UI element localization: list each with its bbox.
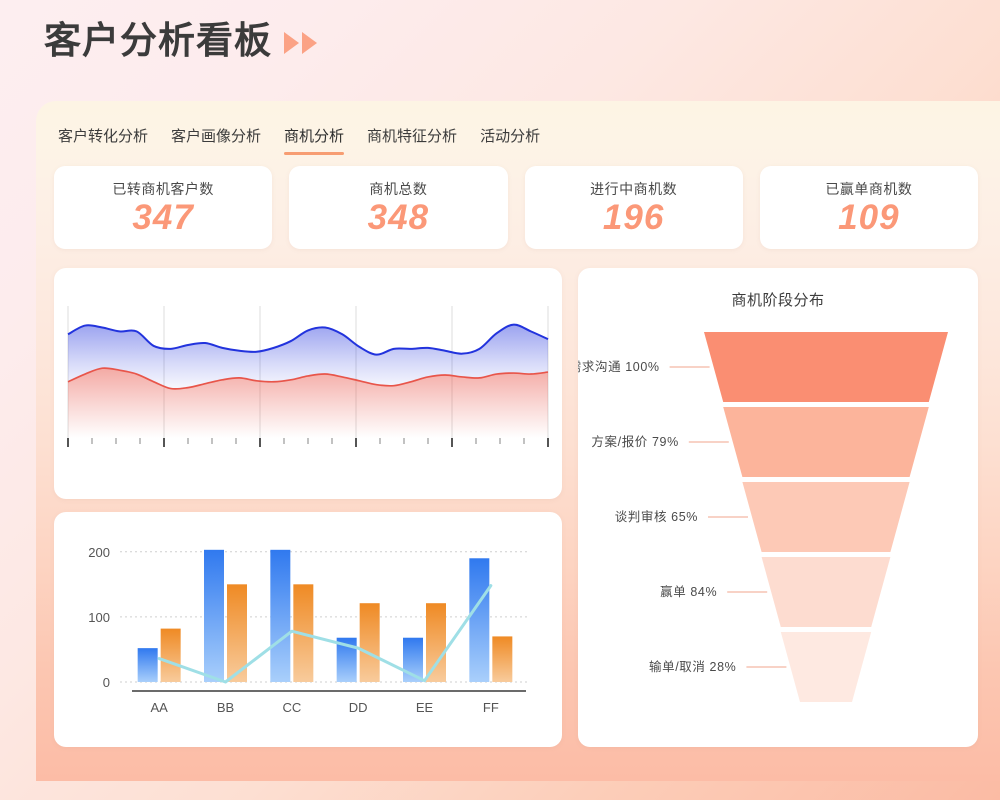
kpi-label: 商机总数 — [369, 180, 428, 197]
area-line-lower — [67, 367, 549, 390]
x-axis-tick-label: CC — [282, 700, 301, 715]
tab-opportunity-feature[interactable]: 商机特征分析 — [367, 128, 458, 145]
kpi-label: 已转商机客户数 — [112, 180, 214, 197]
funnel-segment — [704, 332, 948, 402]
area-chart-card — [54, 268, 562, 499]
funnel-stage-label: 需求沟通 100% — [578, 360, 660, 374]
bar-orange — [359, 603, 380, 682]
funnel-stage-label: 赢单 84% — [660, 584, 717, 599]
funnel-segment — [723, 407, 929, 477]
y-axis-tick-label: 0 — [103, 675, 110, 690]
funnel-stage-label: 谈判审核 65% — [615, 509, 698, 524]
tab-bar: 客户转化分析 客户画像分析 商机分析 商机特征分析 活动分析 — [58, 125, 563, 155]
x-axis-tick-label: EE — [416, 700, 434, 715]
y-axis-tick-label: 200 — [88, 545, 110, 560]
x-axis-tick-label: BB — [217, 700, 234, 715]
kpi-row: 已转商机客户数 347 商机总数 348 进行中商机数 196 已赢单商机数 1… — [54, 166, 978, 249]
bar-orange — [227, 584, 247, 682]
y-axis-tick-label: 100 — [88, 610, 110, 625]
kpi-card-total-opportunities[interactable]: 商机总数 348 — [289, 166, 508, 249]
bar-blue — [469, 558, 490, 682]
line-series-cyan — [157, 584, 493, 684]
tab-opportunity[interactable]: 商机分析 — [284, 125, 367, 155]
funnel-segment — [780, 632, 872, 702]
tab-customer-conversion[interactable]: 客户转化分析 — [58, 128, 149, 145]
bar-blue — [137, 648, 158, 682]
funnel-segment — [761, 557, 891, 627]
bar-blue — [270, 549, 291, 682]
kpi-card-ongoing-opportunities[interactable]: 进行中商机数 196 — [524, 166, 743, 249]
funnel-stage-label: 输单/取消 28% — [649, 659, 736, 674]
x-axis-tick-label: AA — [150, 700, 168, 715]
x-axis-tick-label: FF — [483, 700, 499, 715]
area-chart[interactable] — [54, 268, 562, 499]
kpi-card-converted-customers[interactable]: 已转商机客户数 347 — [54, 166, 273, 249]
funnel-chart-title: 商机阶段分布 — [731, 292, 825, 309]
funnel-chart[interactable]: 需求沟通 100% 方案/报价 79% 谈判审核 65% 赢单 84% 输单/取消 28… — [578, 310, 978, 740]
tab-campaign[interactable]: 活动分析 — [480, 128, 541, 145]
bar-orange — [492, 636, 513, 682]
x-axis-tick-label: DD — [349, 700, 368, 715]
bar-blue — [336, 637, 357, 682]
page-title: 客户分析看板 — [44, 20, 272, 61]
kpi-label: 进行中商机数 — [590, 180, 678, 197]
bar-orange — [160, 628, 181, 682]
bar-blue — [204, 549, 224, 682]
area-line-upper — [67, 323, 549, 356]
kpi-value: 196 — [602, 197, 665, 237]
kpi-value: 109 — [838, 197, 900, 237]
tab-customer-profile[interactable]: 客户画像分析 — [171, 128, 262, 145]
kpi-card-won-opportunities[interactable]: 已赢单商机数 109 — [759, 166, 978, 249]
bar-chart-card: 0 100 200 AA BB CC DD EE FF — [54, 512, 562, 747]
kpi-value: 347 — [132, 197, 194, 237]
funnel-stage-label: 方案/报价 79% — [591, 434, 678, 449]
bar-orange — [426, 603, 446, 682]
funnel-chart-card: 商机阶段分布 需求沟通 100% 方案/报价 79% 谈判审核 65% 赢单 84% 输… — [578, 268, 978, 747]
bar-chart[interactable]: 0 100 200 AA BB CC DD EE FF — [54, 512, 562, 747]
header: 客户分析看板 — [44, 22, 317, 59]
funnel-segment — [742, 482, 910, 552]
kpi-label: 已赢单商机数 — [825, 180, 913, 197]
kpi-value: 348 — [367, 197, 430, 237]
main-panel: 客户转化分析 客户画像分析 商机分析 商机特征分析 活动分析 已转商机客户数 3… — [36, 101, 1000, 781]
double-triangle-right-icon — [284, 31, 317, 54]
